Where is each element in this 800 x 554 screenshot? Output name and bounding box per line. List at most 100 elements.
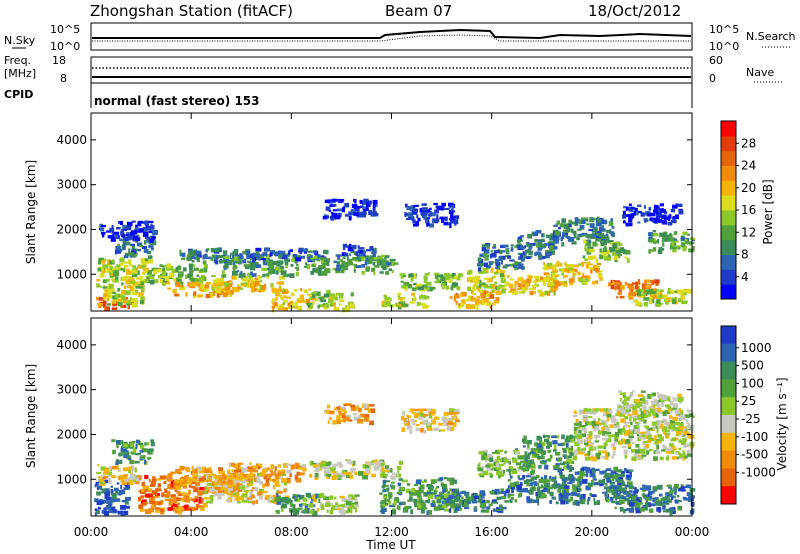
scatter-cell: [514, 499, 518, 503]
scatter-cell: [237, 258, 241, 263]
scatter-cell: [413, 484, 419, 487]
scatter-cell: [531, 476, 538, 480]
scatter-cell: [151, 235, 156, 240]
scatter-cell: [143, 249, 149, 253]
scatter-cell: [358, 247, 365, 250]
scatter-cell: [632, 282, 638, 285]
scatter-cell: [594, 436, 598, 440]
scatter-cell: [442, 286, 445, 290]
scatter-cell: [587, 421, 592, 426]
scatter-cell: [137, 285, 143, 288]
scatter-cell: [200, 506, 205, 511]
scatter-cell: [609, 409, 613, 414]
scatter-cell: [283, 463, 288, 468]
scatter-cell: [608, 221, 614, 227]
scatter-cell: [260, 471, 266, 477]
scatter-cell: [140, 500, 144, 504]
scatter-cell: [604, 486, 610, 489]
scatter-cell: [655, 283, 659, 286]
scatter-cell: [646, 212, 652, 217]
scatter-cell: [272, 298, 277, 302]
scatter-cell: [315, 254, 321, 259]
scatter-cell: [147, 457, 151, 460]
colorbar-swatch: [721, 343, 736, 363]
scatter-cell: [541, 233, 544, 238]
scatter-cell: [641, 434, 645, 437]
scatter-cell: [120, 230, 124, 236]
scatter-cell: [502, 277, 506, 280]
scatter-cell: [569, 496, 574, 502]
scatter-cell: [586, 500, 589, 505]
scatter-cell: [111, 494, 117, 499]
scatter-cell: [543, 245, 547, 249]
scatter-cell: [631, 456, 637, 461]
scatter-cell: [602, 408, 609, 412]
scatter-cell: [336, 261, 341, 265]
scatter-cell: [605, 233, 609, 236]
scatter-cell: [397, 482, 402, 487]
scatter-cell: [421, 207, 428, 212]
scatter-cell: [135, 453, 141, 456]
scatter-cell: [118, 452, 123, 457]
scatter-cell: [121, 295, 126, 300]
scatter-cell: [410, 418, 415, 423]
scatter-cell: [371, 213, 376, 216]
scatter-cell: [642, 431, 648, 435]
scatter-cell: [576, 501, 580, 506]
scatter-cell: [641, 405, 647, 408]
scatter-cell: [652, 411, 656, 416]
scatter-cell: [540, 291, 544, 296]
scatter-cell: [430, 502, 434, 507]
scatter-cell: [672, 406, 677, 410]
scatter-cell: [126, 225, 132, 231]
scatter-cell: [577, 426, 581, 429]
scatter-cell: [433, 202, 438, 206]
scatter-cell: [118, 221, 121, 224]
scatter-cell: [101, 269, 106, 273]
scatter-cell: [448, 279, 453, 284]
scatter-cell: [670, 208, 675, 213]
scatter-cell: [286, 469, 292, 474]
scatter-cell: [217, 480, 222, 483]
time-tick-label: 08:00: [274, 525, 309, 539]
scatter-cell: [189, 277, 194, 281]
scatter-cell: [247, 260, 251, 264]
scatter-cell: [138, 281, 145, 286]
scatter-cell: [553, 233, 557, 238]
scatter-cell: [310, 501, 313, 505]
scatter-cell: [176, 497, 182, 501]
scatter-cell: [139, 475, 142, 480]
scatter-cell: [474, 275, 481, 279]
scatter-cell: [665, 234, 672, 240]
scatter-cell: [599, 248, 603, 252]
scatter-cell: [561, 270, 564, 276]
scatter-cell: [636, 291, 642, 296]
freq-label-line2: [MHz]: [4, 67, 36, 80]
scatter-cell: [600, 235, 606, 240]
scatter-cell: [655, 501, 661, 506]
scatter-cell: [585, 261, 590, 265]
scatter-cell: [644, 285, 650, 290]
scatter-cell: [134, 301, 138, 305]
scatter-cell: [630, 404, 633, 407]
scatter-cell: [614, 281, 620, 285]
scatter-cell: [522, 290, 526, 294]
scatter-cell: [427, 427, 433, 431]
scatter-cell: [181, 509, 184, 512]
scatter-cell: [480, 470, 483, 474]
scatter-cell: [266, 473, 273, 478]
scatter-cell: [120, 448, 124, 453]
scatter-cell: [476, 295, 481, 299]
scatter-cell: [625, 250, 631, 255]
scatter-cell: [354, 497, 358, 502]
scatter-cell: [127, 276, 134, 282]
scatter-cell: [346, 475, 352, 478]
scatter-cell: [424, 500, 429, 503]
scatter-cell: [579, 425, 586, 428]
scatter-cell: [143, 485, 149, 490]
scatter-cell: [132, 448, 137, 453]
scatter-cell: [131, 220, 136, 223]
scatter-cell: [185, 476, 190, 481]
scatter-cell: [536, 243, 540, 248]
scatter-cell: [456, 276, 461, 281]
